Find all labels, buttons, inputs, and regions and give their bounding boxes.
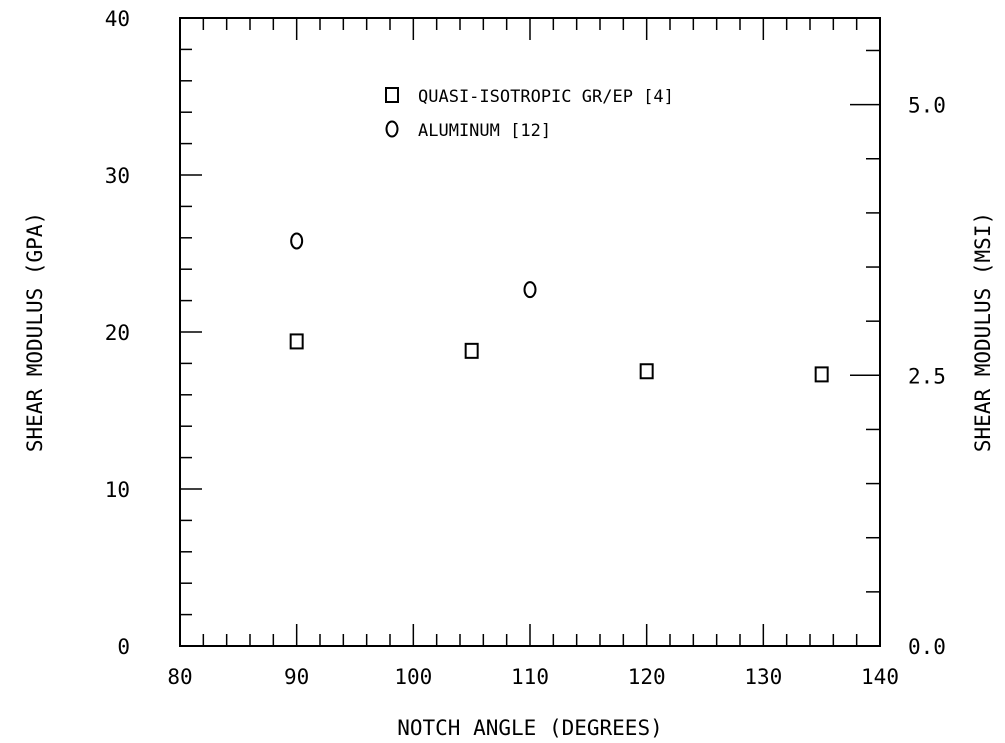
data-points: [289, 232, 829, 383]
legend: QUASI-ISOTROPIC GR/EP [4] ALUMINUM [12]: [385, 87, 674, 141]
data-point: [639, 363, 654, 380]
y2-tick-label: 5.0: [908, 94, 946, 118]
y2-tick-labels: 0.0 2.5 5.0: [908, 94, 946, 659]
y-tick-label: 30: [105, 164, 130, 188]
data-point: [523, 281, 537, 299]
x-tick-labels: 80 90 100 110 120 130 140: [167, 665, 899, 689]
x-tick-label: 140: [861, 665, 899, 689]
y-axis-label: SHEAR MODULUS (GPA): [23, 212, 47, 452]
y2-tick-label: 2.5: [908, 364, 946, 388]
tick-marks: [179, 17, 881, 647]
data-point: [289, 333, 304, 350]
x-tick-label: 120: [628, 665, 666, 689]
legend-label: ALUMINUM [12]: [418, 121, 551, 141]
y2-axis-label: SHEAR MODULUS (MSI): [971, 212, 995, 452]
legend-label: QUASI-ISOTROPIC GR/EP [4]: [418, 87, 674, 107]
data-point: [464, 342, 479, 359]
y2-tick-label: 0.0: [908, 635, 946, 659]
legend-marker: [385, 120, 399, 138]
data-point: [290, 232, 304, 250]
x-axis-label: NOTCH ANGLE (DEGREES): [397, 716, 663, 740]
legend-marker: [385, 87, 399, 103]
y-tick-label: 10: [105, 478, 130, 502]
y-tick-labels: 0 10 20 30 40: [105, 7, 130, 659]
x-tick-label: 90: [284, 665, 309, 689]
y-tick-label: 20: [105, 321, 130, 345]
x-tick-label: 130: [744, 665, 782, 689]
x-tick-label: 110: [511, 665, 549, 689]
y-tick-label: 0: [117, 635, 130, 659]
plot-frame: [179, 17, 881, 647]
data-point: [814, 366, 829, 383]
x-tick-label: 80: [167, 665, 192, 689]
y-tick-label: 40: [105, 7, 130, 31]
x-tick-label: 100: [394, 665, 432, 689]
